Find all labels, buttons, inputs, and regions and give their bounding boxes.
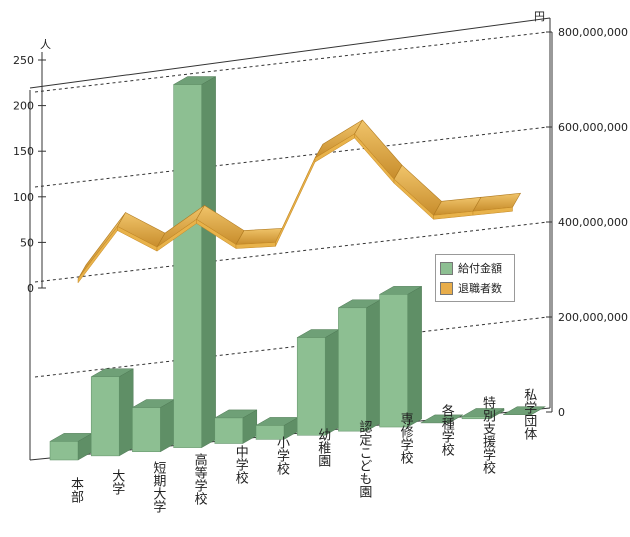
bar-side [118,368,134,457]
category-label: 特別支援学校 [480,395,495,474]
left-axis-tick-label: 100 [13,191,34,204]
category-label: 認定こども園 [356,420,372,499]
line-series-ribbon [77,119,522,284]
bar-front [90,376,120,457]
bar-front [296,337,326,436]
bar-4 [213,409,258,444]
bar-top [502,406,547,415]
right-axis-tick-label: 0 [558,406,565,419]
bar-front [255,425,285,440]
ribbon-segment-top [354,119,403,180]
bar-side [160,399,175,453]
category-label: 幼稚園 [315,428,331,468]
bar-side [407,285,422,428]
chart-axes: 800,000,000 600,000,000 400,000,000 200,000… [13,10,628,419]
gridline [34,126,549,188]
left-axis-tick-label: 250 [13,54,34,67]
legend-swatch-bar [440,261,453,275]
bar-8 [378,285,423,428]
left-axis-unit: 人 [40,38,51,51]
left-axis-tick-label: 50 [20,236,34,249]
bar-10 [461,408,505,420]
right-axis-tick-label: 400,000,000 [558,216,628,229]
bar-2 [131,399,176,453]
bar-11 [502,406,547,415]
right-axis-tick-label: 200,000,000 [558,311,628,324]
bar-front [49,441,79,461]
right-axis-tick-label: 800,000,000 [558,26,628,39]
legend-swatch-line [440,281,453,295]
left-axis-tick-label: 0 [27,282,34,295]
legend-label-line: 退職者数 [458,282,502,295]
chart-gridlines [34,31,549,378]
gridline [34,221,549,283]
legend-label-bar: 給付金額 [458,262,502,275]
bar-front [338,307,367,432]
bar-front [379,294,408,428]
category-label: 短期大学 [150,460,166,513]
ribbon-segment-top [393,164,442,216]
category-label: 高等学校 [191,452,207,505]
bar-3 [172,76,217,449]
category-label: 専修学校 [397,412,413,465]
ribbon-segment-front [275,157,316,247]
bar-9 [419,414,464,424]
bar-7 [337,299,382,432]
bar-side [324,329,340,436]
bar-5 [255,417,299,440]
bar-front [461,416,491,420]
category-label: 各種学校 [438,403,454,456]
category-label: 本部 [68,477,83,503]
legend-item-bar: 給付金額 [440,261,502,275]
ribbon-segment-front [472,206,513,216]
bar-side [366,299,381,432]
left-axis-tick-label: 200 [13,100,34,113]
right-axis-tick-label: 600,000,000 [558,121,628,134]
bar-6 [296,329,341,436]
ribbon-segment-front [77,225,118,284]
bar-side [201,76,216,449]
bar-0 [49,432,93,461]
bar-front [214,417,244,444]
gridline [34,316,549,378]
ribbon-segment-top [77,212,126,280]
bar-series [49,76,547,461]
right-axis-unit: 円 [534,10,545,23]
ribbon-segment-top [472,192,522,212]
bar-front [173,84,202,448]
back-wall-top-edge [29,17,551,89]
category-label: 私学団体 [521,387,537,440]
bar-top [419,414,464,424]
legend-item-line: 退職者数 [440,281,502,295]
bar-front [132,407,161,453]
legend: 給付金額 退職者数 [435,254,515,302]
category-label: 中学校 [232,444,248,484]
left-axis-tick-label: 150 [13,145,34,158]
gridline [34,31,549,93]
bar-1 [90,368,135,457]
category-label: 小学校 [274,436,289,476]
category-label: 大学 [109,468,125,495]
